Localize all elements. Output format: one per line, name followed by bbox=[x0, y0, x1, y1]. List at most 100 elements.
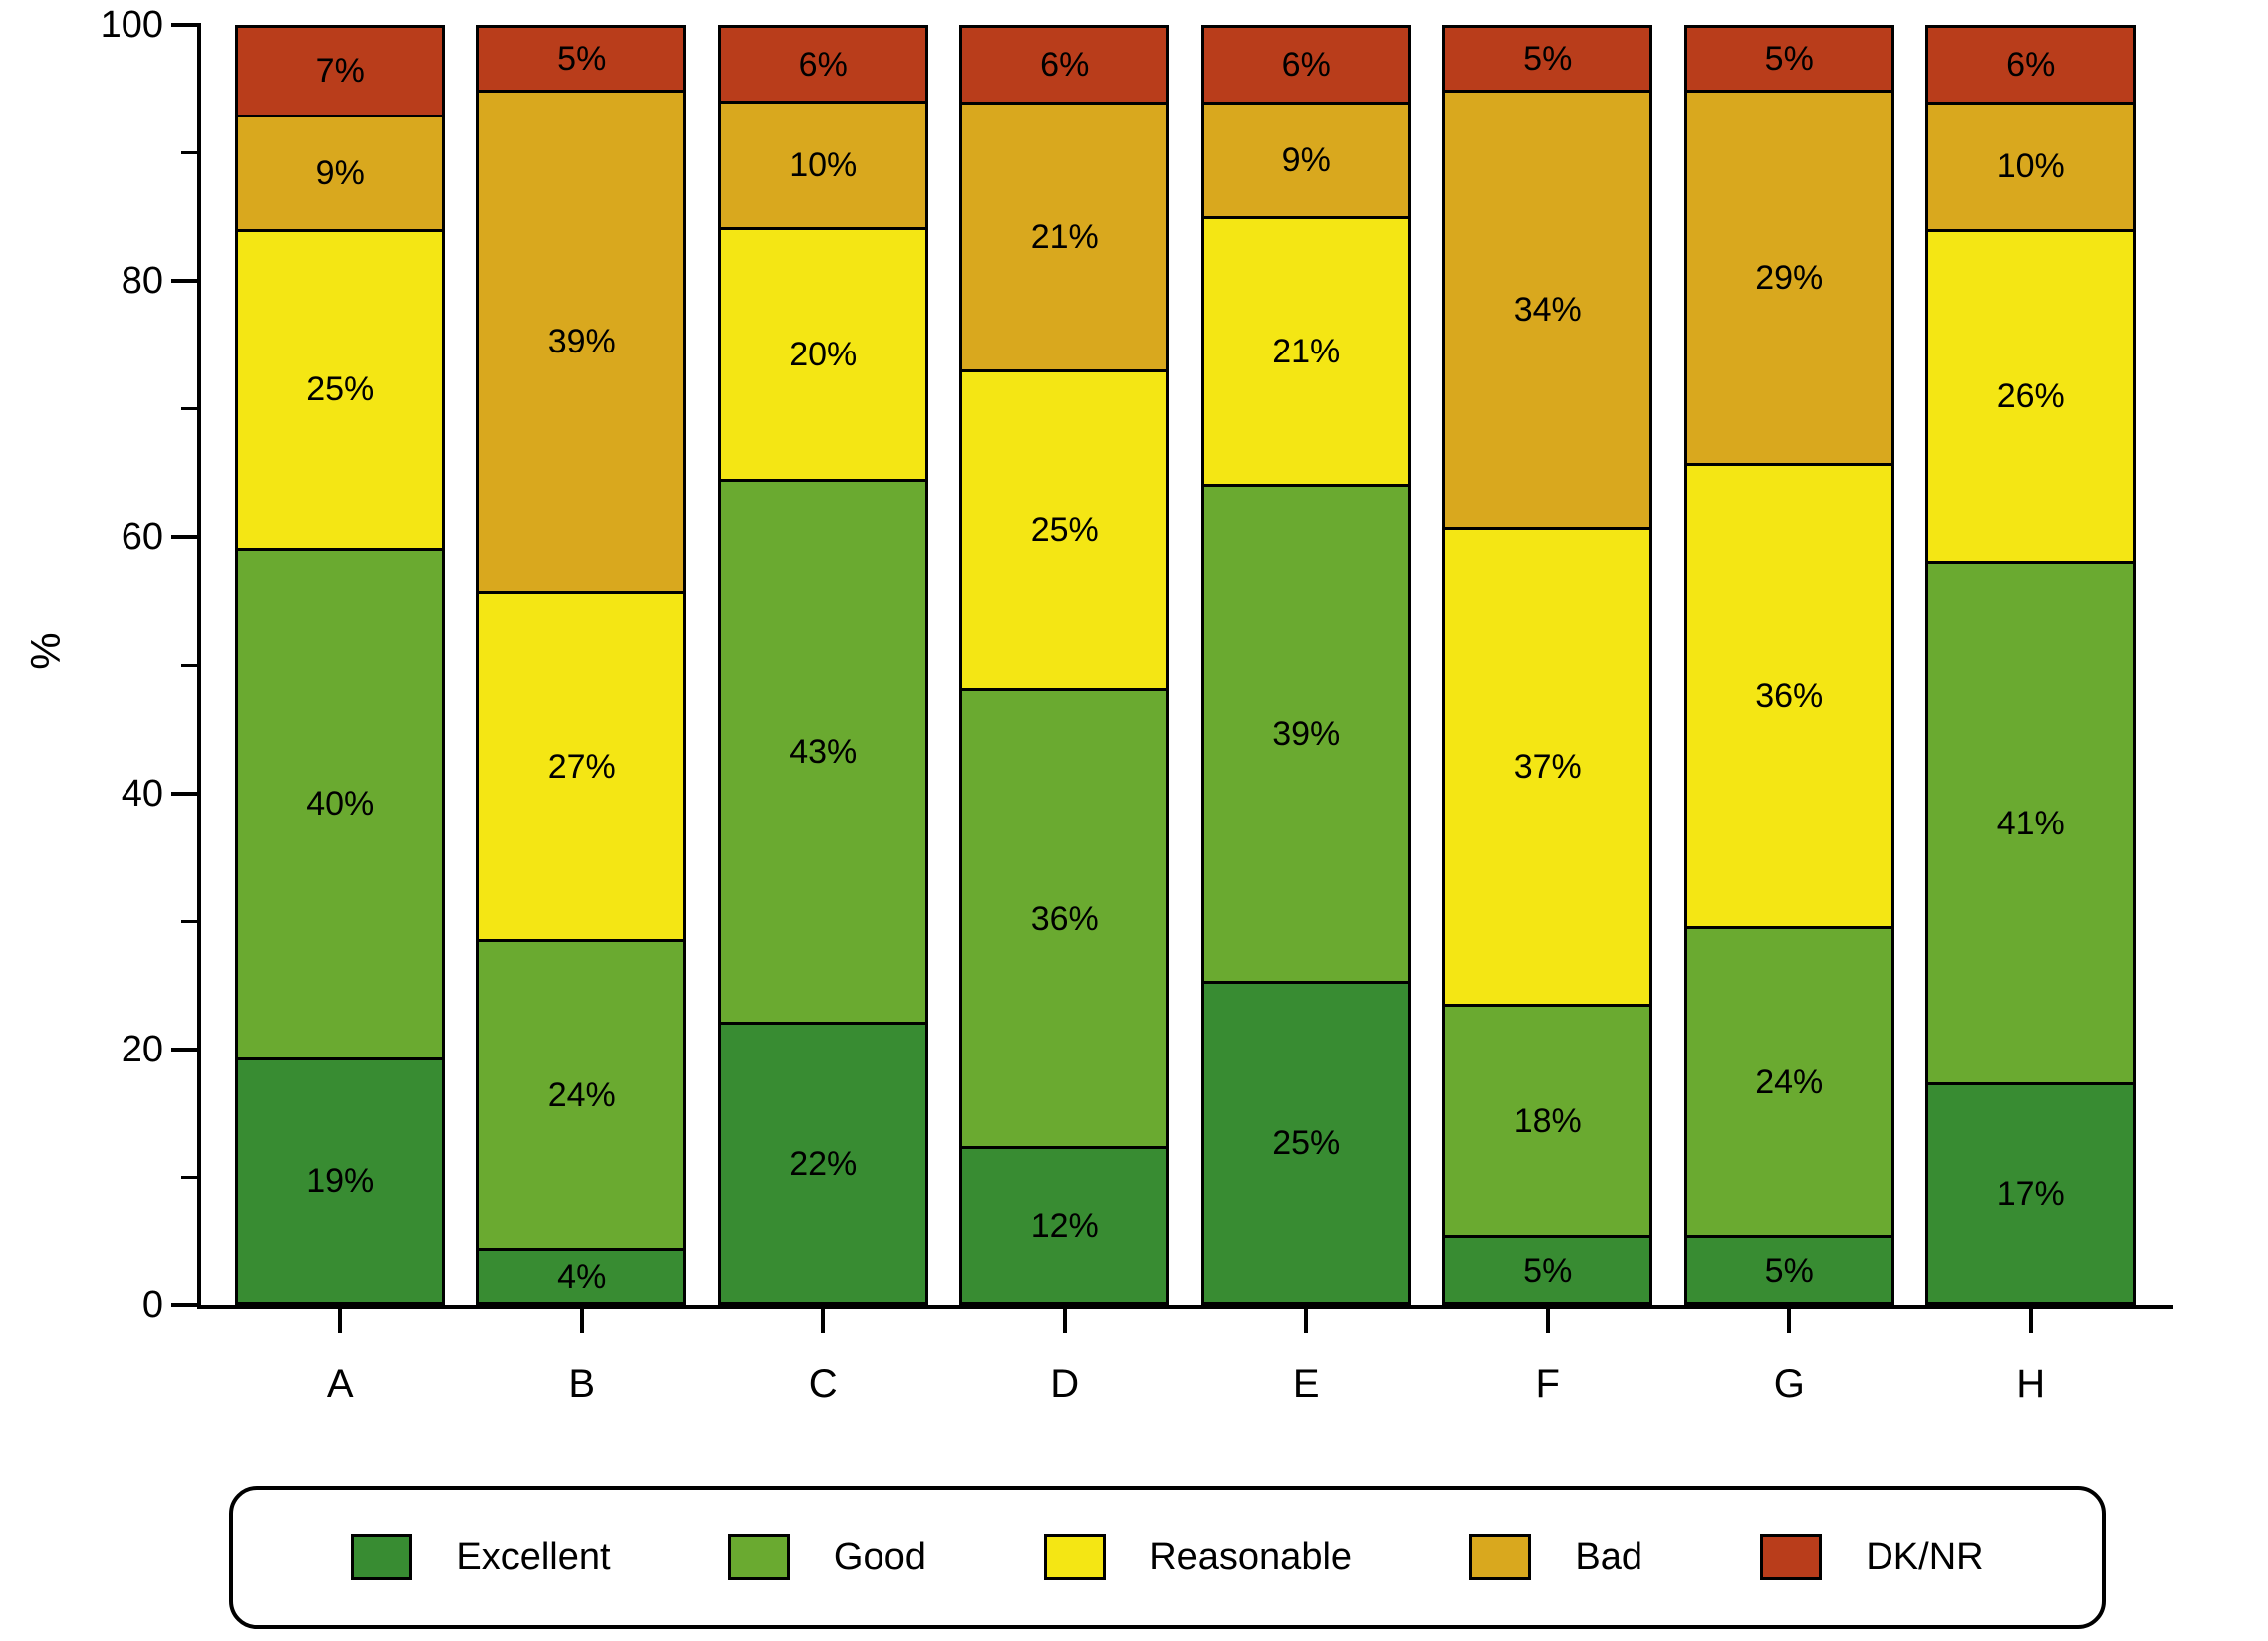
segment-reasonable-H: 26% bbox=[1928, 231, 2134, 564]
legend-label: Reasonable bbox=[1149, 1535, 1353, 1578]
y-tick-minor bbox=[181, 407, 197, 411]
segment-value-label: 27% bbox=[547, 747, 616, 786]
segment-value-label: 9% bbox=[315, 153, 365, 192]
segment-value-label: 37% bbox=[1513, 747, 1582, 786]
legend-item-good: Good bbox=[727, 1534, 926, 1580]
bar-slot-A: 19% 40% 25% 9% 7% bbox=[219, 25, 461, 1305]
segment-bad-D: 21% bbox=[962, 104, 1167, 372]
segment-dk-nr-B: 5% bbox=[479, 28, 684, 93]
segment-bad-E: 9% bbox=[1203, 104, 1408, 220]
x-tick bbox=[1545, 1309, 1550, 1333]
plot-area: 19% 40% 25% 9% 7% 4% 24% 27% 39% 5% 22% 43% 20% 10% 6%… bbox=[219, 25, 2151, 1305]
legend-swatch bbox=[1760, 1534, 1823, 1580]
x-category-label-C: C bbox=[808, 1362, 838, 1406]
segment-value-label: 36% bbox=[1030, 899, 1099, 938]
segment-good-B: 24% bbox=[479, 942, 684, 1252]
legend-label: Good bbox=[833, 1535, 926, 1578]
x-tick bbox=[1304, 1309, 1309, 1333]
segment-value-label: 29% bbox=[1755, 258, 1824, 297]
y-axis-title: % bbox=[22, 632, 69, 670]
segment-bad-C: 10% bbox=[720, 104, 925, 230]
segment-value-label: 6% bbox=[798, 45, 848, 84]
bar-H: 17% 41% 26% 10% 6% bbox=[1925, 25, 2137, 1305]
segment-dk-nr-F: 5% bbox=[1445, 28, 1650, 93]
legend-label: DK/NR bbox=[1866, 1535, 1984, 1578]
segment-value-label: 43% bbox=[789, 733, 858, 772]
x-tick bbox=[1062, 1309, 1067, 1333]
y-tick-minor bbox=[181, 919, 197, 923]
x-category-label-F: F bbox=[1535, 1362, 1560, 1406]
y-tick-label: 100 bbox=[100, 4, 163, 46]
segment-good-G: 24% bbox=[1686, 929, 1891, 1239]
segment-value-label: 5% bbox=[1523, 39, 1573, 78]
bar-A: 19% 40% 25% 9% 7% bbox=[234, 25, 445, 1305]
segment-dk-nr-C: 6% bbox=[720, 28, 925, 105]
bar-slot-C: 22% 43% 20% 10% 6% bbox=[702, 25, 944, 1305]
bar-slot-G: 5% 24% 36% 29% 5% bbox=[1668, 25, 1910, 1305]
x-category-label-B: B bbox=[568, 1362, 596, 1406]
segment-good-H: 41% bbox=[1928, 563, 2134, 1086]
y-tick-major bbox=[171, 279, 197, 284]
legend-swatch bbox=[727, 1534, 790, 1580]
y-tick-major bbox=[171, 23, 197, 27]
segment-good-F: 18% bbox=[1445, 1006, 1650, 1239]
segment-value-label: 6% bbox=[1040, 45, 1090, 84]
segment-dk-nr-H: 6% bbox=[1928, 28, 2134, 105]
segment-reasonable-B: 27% bbox=[479, 593, 684, 942]
segment-excellent-H: 17% bbox=[1928, 1085, 2134, 1302]
segment-good-C: 43% bbox=[720, 482, 925, 1026]
bar-slot-B: 4% 24% 27% 39% 5% bbox=[461, 25, 703, 1305]
legend-item-bad: Bad bbox=[1469, 1534, 1642, 1580]
segment-value-label: 5% bbox=[1764, 39, 1814, 78]
segment-value-label: 40% bbox=[306, 785, 375, 823]
bar-B: 4% 24% 27% 39% 5% bbox=[476, 25, 687, 1305]
segment-excellent-E: 25% bbox=[1203, 984, 1408, 1302]
segment-good-D: 36% bbox=[962, 690, 1167, 1150]
segment-reasonable-C: 20% bbox=[720, 229, 925, 483]
legend-swatch bbox=[351, 1534, 413, 1580]
segment-value-label: 34% bbox=[1513, 290, 1582, 329]
segment-value-label: 4% bbox=[557, 1258, 607, 1296]
y-tick-major bbox=[171, 791, 197, 796]
y-tick-minor bbox=[181, 663, 197, 667]
segment-excellent-B: 4% bbox=[479, 1251, 684, 1302]
legend-swatch bbox=[1469, 1534, 1532, 1580]
segment-dk-nr-E: 6% bbox=[1203, 28, 1408, 105]
x-category-label-A: A bbox=[326, 1362, 354, 1406]
segment-value-label: 22% bbox=[789, 1144, 858, 1183]
segment-good-A: 40% bbox=[237, 550, 442, 1060]
segment-dk-nr-G: 5% bbox=[1686, 28, 1891, 93]
segment-value-label: 25% bbox=[1030, 511, 1099, 550]
segment-value-label: 10% bbox=[789, 145, 858, 184]
legend-label: Excellent bbox=[456, 1535, 611, 1578]
y-tick-label: 40 bbox=[121, 772, 163, 815]
y-tick-minor bbox=[181, 151, 197, 155]
segment-value-label: 26% bbox=[1996, 376, 2065, 415]
segment-value-label: 7% bbox=[315, 52, 365, 91]
segment-excellent-C: 22% bbox=[720, 1025, 925, 1302]
y-tick-major bbox=[171, 1047, 197, 1052]
segment-value-label: 5% bbox=[557, 39, 607, 78]
y-tick-major bbox=[171, 535, 197, 540]
y-tick-label: 60 bbox=[121, 516, 163, 559]
segment-value-label: 25% bbox=[1272, 1124, 1341, 1162]
bar-slot-E: 25% 39% 21% 9% 6% bbox=[1185, 25, 1427, 1305]
segment-value-label: 24% bbox=[1755, 1062, 1824, 1101]
segment-value-label: 21% bbox=[1030, 217, 1099, 256]
segment-value-label: 17% bbox=[1996, 1175, 2065, 1214]
bar-D: 12% 36% 25% 21% 6% bbox=[959, 25, 1170, 1305]
x-tick bbox=[821, 1309, 826, 1333]
legend-item-excellent: Excellent bbox=[351, 1534, 611, 1580]
x-tick bbox=[1787, 1309, 1792, 1333]
x-tick bbox=[338, 1309, 343, 1333]
segment-value-label: 5% bbox=[1523, 1251, 1573, 1289]
bar-C: 22% 43% 20% 10% 6% bbox=[717, 25, 928, 1305]
segment-value-label: 39% bbox=[1272, 714, 1341, 753]
x-category-label-E: E bbox=[1292, 1362, 1320, 1406]
y-tick-label: 20 bbox=[121, 1028, 163, 1070]
x-category-label-D: D bbox=[1050, 1362, 1080, 1406]
x-tick bbox=[2028, 1309, 2033, 1333]
segment-excellent-A: 19% bbox=[237, 1059, 442, 1302]
segment-excellent-D: 12% bbox=[962, 1149, 1167, 1302]
segment-value-label: 5% bbox=[1764, 1251, 1814, 1289]
